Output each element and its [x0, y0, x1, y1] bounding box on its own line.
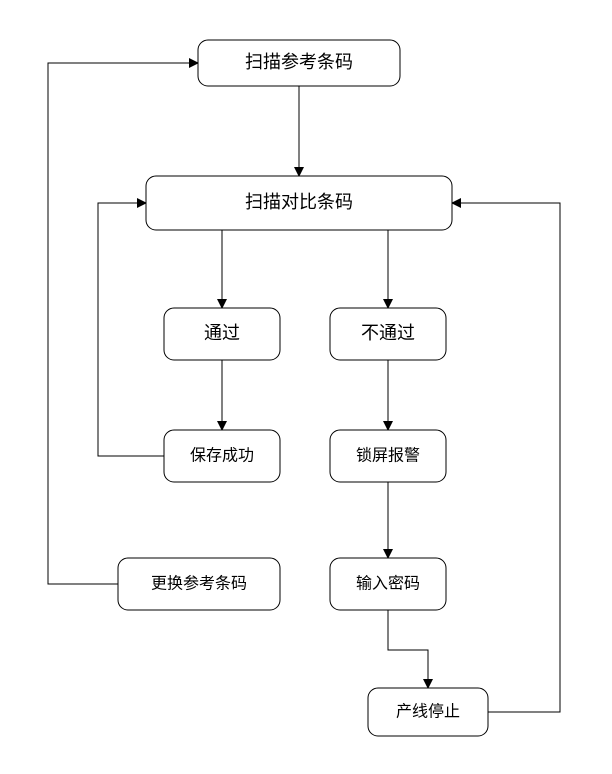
node-line-stop-label: 产线停止: [396, 703, 460, 721]
node-scan-reference: 扫描参考条码: [198, 40, 400, 86]
node-scan-reference-label: 扫描参考条码: [245, 52, 353, 72]
node-enter-password: 输入密码: [330, 558, 446, 610]
flowchart: 扫描参考条码扫描对比条码通过 不通过保存成功 锁屏报警更换参考条码 输入密码产线停止: [0, 0, 612, 774]
node-save-success-label: 保存成功: [190, 447, 254, 465]
edge-save-back-to-compare: [98, 203, 164, 456]
node-change-reference: 更换参考条码: [118, 558, 280, 610]
edges-layer: [48, 63, 560, 712]
node-pass-label: 通过: [204, 323, 240, 343]
edge-password-to-stop: [388, 610, 428, 688]
node-line-stop: 产线停止: [368, 688, 488, 736]
node-lock-alarm: 锁屏报警: [330, 430, 446, 482]
node-lock-alarm-label: 锁屏报警: [356, 447, 420, 465]
node-pass: 通过: [164, 308, 280, 360]
node-fail-label: 不通过: [361, 323, 415, 343]
node-scan-compare-label: 扫描对比条码: [245, 192, 353, 212]
edge-stop-back-to-compare: [452, 203, 560, 712]
nodes-layer: 扫描参考条码扫描对比条码通过 不通过保存成功 锁屏报警更换参考条码 输入密码产线停止: [118, 40, 488, 736]
node-enter-password-label: 输入密码: [356, 575, 420, 593]
node-scan-compare: 扫描对比条码: [146, 176, 452, 230]
node-save-success: 保存成功: [164, 430, 280, 482]
node-fail: 不通过: [330, 308, 446, 360]
node-change-reference-label: 更换参考条码: [151, 575, 247, 593]
